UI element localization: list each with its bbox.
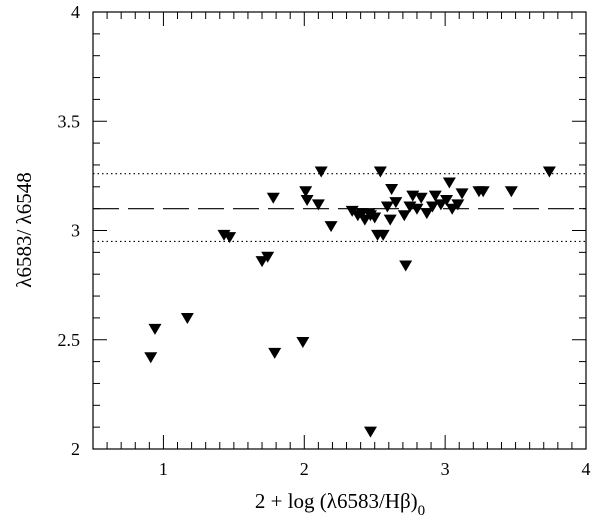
data-point xyxy=(399,260,413,272)
data-point xyxy=(425,201,439,213)
data-point xyxy=(451,199,465,211)
x-axis-label-subscript: 0 xyxy=(418,503,426,519)
data-point xyxy=(373,166,387,178)
data-points xyxy=(144,166,556,438)
y-axis-label: λ6583/ λ6548 xyxy=(12,172,36,287)
data-point xyxy=(296,336,310,348)
reference-lines xyxy=(93,173,586,242)
y-tick-label: 2.5 xyxy=(58,330,81,350)
data-point xyxy=(314,166,328,178)
data-point xyxy=(255,256,269,268)
data-point xyxy=(428,190,442,202)
data-point xyxy=(144,352,158,364)
data-point xyxy=(180,312,194,324)
data-point xyxy=(542,166,556,178)
x-tick-label: 1 xyxy=(159,459,168,479)
tick-labels: 1 2 3 4 2 2.5 3 3.5 4 xyxy=(58,2,591,479)
x-tick-label: 3 xyxy=(441,459,450,479)
data-point xyxy=(420,208,434,220)
x-tick-label: 4 xyxy=(582,459,591,479)
data-point xyxy=(445,203,459,215)
x-axis-label: 2 + log (λ6583/Hβ)0 xyxy=(255,489,425,519)
data-point xyxy=(299,186,313,198)
data-point xyxy=(442,177,456,189)
data-point xyxy=(376,229,390,241)
y-tick-label: 2 xyxy=(71,439,80,459)
data-point xyxy=(455,188,469,200)
data-point xyxy=(261,251,275,263)
data-point xyxy=(385,184,399,196)
data-point xyxy=(383,214,397,226)
data-point xyxy=(268,347,282,359)
data-point xyxy=(148,323,162,335)
y-tick-label: 3.5 xyxy=(58,111,81,131)
data-point xyxy=(414,192,428,204)
data-point xyxy=(223,232,237,244)
plot-frame xyxy=(92,11,587,450)
data-point xyxy=(324,221,338,233)
data-point xyxy=(476,186,490,198)
data-point xyxy=(380,201,394,213)
y-tick-label: 4 xyxy=(71,2,80,22)
data-point xyxy=(363,426,377,438)
y-tick-label: 3 xyxy=(71,221,80,241)
data-point xyxy=(397,210,411,222)
data-point xyxy=(368,212,382,224)
data-point xyxy=(300,194,314,206)
axis-ticks xyxy=(92,11,587,450)
data-point xyxy=(410,203,424,215)
data-point xyxy=(434,199,448,211)
data-point xyxy=(440,194,454,206)
data-point xyxy=(266,192,280,204)
x-tick-label: 2 xyxy=(300,459,309,479)
data-point xyxy=(389,197,403,209)
data-point xyxy=(504,186,518,198)
data-point xyxy=(311,199,325,211)
